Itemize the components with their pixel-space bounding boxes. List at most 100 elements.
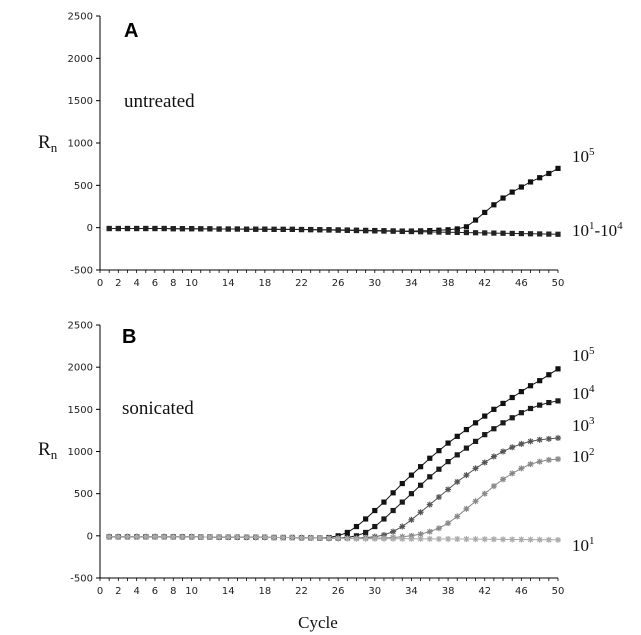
panel-b-series-2-point bbox=[481, 459, 488, 466]
panel-b-series-3-point bbox=[545, 456, 552, 463]
panel-b-series-2-point bbox=[445, 486, 452, 493]
panel-a-series-1-point bbox=[189, 226, 195, 232]
panel-b-x-tick-label: 50 bbox=[552, 586, 565, 597]
panel-a-y-tick-label: 500 bbox=[74, 181, 93, 192]
panel-a-series-1-point bbox=[317, 227, 323, 233]
panel-b-series-4-point bbox=[161, 533, 168, 540]
panel-b-series-4-point bbox=[234, 534, 241, 541]
panel-b-series-1-point bbox=[537, 402, 543, 408]
panel-b-series-4-point bbox=[170, 533, 177, 540]
panel-a-series-0-point bbox=[463, 224, 469, 230]
panel-a-series-1-point bbox=[253, 226, 259, 232]
panel-a-series-1-point bbox=[363, 228, 369, 234]
panel-b-series-4-point bbox=[545, 536, 552, 543]
panel-b-series-3-point bbox=[463, 505, 470, 512]
panel-b-series-4-point bbox=[344, 535, 351, 542]
panel-a-series-0-point bbox=[555, 165, 561, 171]
panel-a-series-0 bbox=[106, 165, 561, 234]
panel-b-series-2-point bbox=[408, 516, 415, 523]
panel-b-series-4-point bbox=[188, 533, 195, 540]
panel-b-series-0-point bbox=[482, 413, 488, 419]
panel-b-series-1-point bbox=[509, 415, 515, 421]
panel-a-series-1-point bbox=[124, 225, 131, 232]
panel-b-series-4-point bbox=[417, 535, 424, 542]
panel-a-series-0-point bbox=[527, 179, 534, 185]
panel-b-series-0-point bbox=[472, 420, 479, 426]
panel-b-series-1-point bbox=[546, 399, 552, 406]
panel-b-series-4-point bbox=[472, 536, 479, 543]
panel-b-series-2-point bbox=[555, 435, 561, 442]
panel-b-series-3-point bbox=[481, 490, 488, 497]
panel-a-series-1-point bbox=[537, 231, 543, 237]
panel-b-series-4-point bbox=[481, 536, 488, 543]
panel-a-series-1-point bbox=[418, 229, 424, 235]
panel-a-series-1-point bbox=[381, 228, 387, 234]
panel-b-series-0-point bbox=[445, 440, 451, 446]
panel-a-series-1 bbox=[106, 225, 561, 237]
panel-a-series-1-point bbox=[262, 226, 268, 232]
panel-b-series-4-point bbox=[518, 536, 525, 543]
panel-b-condition: sonicated bbox=[122, 398, 194, 419]
panel-b-series-4-point bbox=[399, 535, 406, 542]
panel-b-series-0-point bbox=[527, 383, 534, 389]
panel-b-series-3-point bbox=[509, 470, 516, 477]
panel-a-series-1-point bbox=[408, 228, 415, 235]
panel-b-series-3-point bbox=[472, 498, 479, 505]
panel-b-series-4-point bbox=[298, 534, 305, 541]
panel-b-series-0-point bbox=[454, 433, 460, 439]
panel-b-series-1-point bbox=[363, 529, 369, 536]
panel-b-series-4-point bbox=[463, 536, 470, 543]
panel-b-series-2-point bbox=[390, 528, 397, 535]
panel-b-series-2-point bbox=[536, 436, 543, 443]
panel-b-x-tick-label: 0 bbox=[97, 586, 103, 597]
panel-b-series-4-point bbox=[490, 536, 497, 543]
panel-b-series-4-point bbox=[509, 536, 516, 543]
panel-a-series-1-point bbox=[271, 226, 277, 232]
panel-a-series-0-point bbox=[546, 170, 552, 177]
panel-a-series-1-point bbox=[280, 226, 286, 232]
panel-b-letter: B bbox=[122, 326, 136, 348]
panel-b-series-1-point bbox=[527, 405, 534, 412]
panel-b-series-0-point bbox=[555, 366, 561, 372]
panel-b-series-4-point bbox=[271, 534, 278, 541]
panel-b-series-4-point bbox=[353, 535, 360, 542]
panel-b-series-0-point bbox=[436, 448, 442, 454]
panel-b-series-4-point bbox=[536, 536, 543, 543]
panel-a-x-tick-label: 38 bbox=[442, 278, 455, 289]
panel-b-series-label-1e5: 105 bbox=[572, 345, 595, 365]
panel-b-y-tick-label: 0 bbox=[87, 531, 93, 542]
panel-a-series-1-point bbox=[463, 229, 469, 236]
panel-b-series-4-point bbox=[243, 534, 250, 541]
panel-b-y-tick-label: 1000 bbox=[68, 447, 93, 458]
panel-b-series-1-line bbox=[109, 400, 559, 539]
panel-a-series-1-point bbox=[353, 227, 360, 234]
panel-b-series-2-point bbox=[472, 465, 479, 472]
panel-b-series-4-point bbox=[216, 534, 223, 541]
panel-b-x-tick-label: 18 bbox=[259, 586, 272, 597]
panel-b-series-3-point bbox=[417, 531, 424, 538]
panel-b-series-4-point bbox=[527, 536, 534, 543]
panel-a-series-0-point bbox=[491, 202, 497, 208]
panel-a-series-1-point bbox=[170, 226, 176, 232]
panel-b-series-1-point bbox=[482, 432, 488, 438]
panel-b-series-2-point bbox=[518, 440, 525, 447]
panel-b-series-0-point bbox=[381, 499, 387, 505]
panel-a-series-1-point bbox=[308, 227, 314, 233]
panel-a-series-1-point bbox=[399, 228, 405, 234]
panel-b-x-tick-label: 4 bbox=[133, 586, 139, 597]
panel-a-series-1-point bbox=[555, 231, 561, 237]
panel-b-y-tick-label: 2000 bbox=[68, 363, 93, 374]
panel-b-series-4 bbox=[106, 533, 561, 543]
panel-a-series-1-point bbox=[344, 227, 350, 233]
panel-b-series-1-point bbox=[463, 445, 469, 451]
panel-b-series-4-point bbox=[307, 534, 314, 541]
panel-a-series-1-point bbox=[454, 229, 460, 236]
panel-b-series-1-point bbox=[390, 507, 396, 514]
panel-b-series-0-point bbox=[372, 507, 378, 514]
panel-a-series-label-range: 101-104 bbox=[572, 220, 623, 240]
panel-b-series-label-1e3: 103 bbox=[572, 415, 595, 435]
panel-b-series-2-point bbox=[426, 501, 433, 508]
panel-b-x-tick-label: 26 bbox=[332, 586, 345, 597]
panel-b-series-0-point bbox=[390, 490, 396, 496]
